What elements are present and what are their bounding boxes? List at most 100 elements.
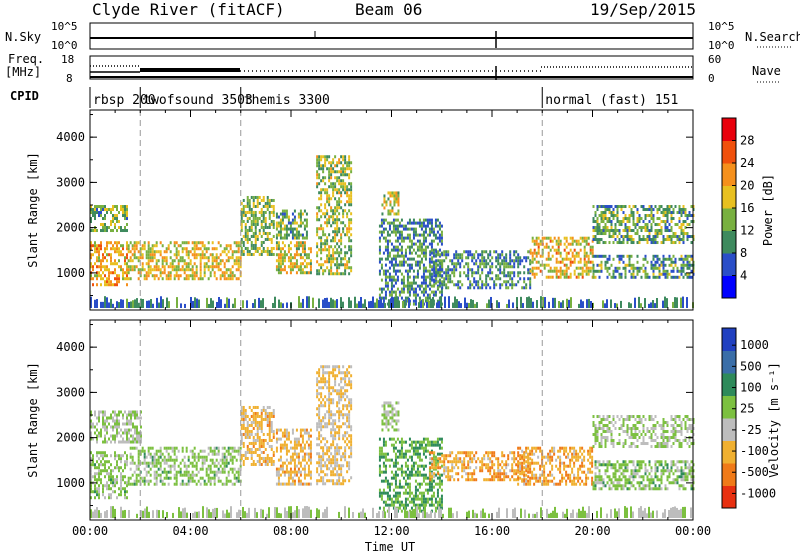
velocity-echo-cell <box>324 416 327 420</box>
power-echo-cell <box>386 254 389 258</box>
power-ground-scatter-cell <box>532 301 534 308</box>
power-ground-scatter-cell <box>112 303 114 308</box>
power-echo-cell <box>199 256 202 260</box>
power-echo-cell <box>614 269 617 273</box>
velocity-echo-cell <box>102 454 104 458</box>
velocity-echo-cell <box>287 482 290 486</box>
velocity-echo-cell <box>285 482 288 486</box>
power-echo-cell <box>465 274 468 278</box>
power-echo-cell <box>122 271 124 275</box>
velocity-echo-cell <box>201 458 204 462</box>
velocity-echo-cell <box>237 473 240 477</box>
power-echo-cell <box>688 223 691 227</box>
power-echo-cell <box>400 287 403 291</box>
power-echo-cell <box>612 217 615 221</box>
power-echo-cell <box>690 269 693 273</box>
velocity-echo-cell <box>258 456 261 460</box>
power-echo-cell <box>390 230 393 234</box>
power-echo-cell <box>231 277 234 281</box>
power-echo-cell <box>686 260 689 264</box>
velocity-echo-cell <box>295 428 298 432</box>
power-echo-cell <box>648 205 651 209</box>
power-echo-cell <box>233 262 236 266</box>
power-echo-cell <box>165 250 168 254</box>
power-echo-cell <box>266 207 269 211</box>
power-echo-cell <box>183 277 186 281</box>
power-echo-cell <box>634 205 637 209</box>
power-echo-cell <box>509 271 512 275</box>
power-echo-cell <box>404 269 407 273</box>
power-echo-cell <box>340 161 343 165</box>
power-echo-cell <box>122 253 124 257</box>
power-echo-cell <box>628 229 631 233</box>
power-echo-cell <box>614 266 617 270</box>
velocity-echo-cell <box>211 449 214 453</box>
velocity-echo-cell <box>322 482 325 486</box>
velocity-echo-cell <box>136 434 138 438</box>
power-echo-cell <box>299 209 302 213</box>
power-echo-cell <box>559 260 562 264</box>
power-echo-cell <box>211 247 214 251</box>
velocity-echo-cell <box>283 446 286 450</box>
velocity-echo-cell <box>318 434 321 438</box>
power-echo-cell <box>414 242 417 246</box>
velocity-echo-cell <box>90 451 92 455</box>
power-echo-cell <box>436 218 439 222</box>
power-echo-cell <box>299 215 302 219</box>
velocity-echo-cell <box>136 410 138 414</box>
power-echo-cell <box>394 293 397 297</box>
power-echo-cell <box>400 272 403 276</box>
power-echo-cell <box>336 257 339 261</box>
power-echo-cell <box>606 266 609 270</box>
velocity-echo-cell <box>289 470 292 474</box>
power-echo-cell <box>406 257 409 261</box>
power-echo-cell <box>618 260 621 264</box>
velocity-echo-cell <box>346 368 349 372</box>
velocity-echo-cell <box>102 416 104 420</box>
power-echo-cell <box>266 231 269 235</box>
power-echo-cell <box>422 278 425 282</box>
power-echo-cell <box>326 167 329 171</box>
power-echo-cell <box>515 256 518 260</box>
power-echo-cell <box>626 263 629 267</box>
velocity-echo-cell <box>318 410 321 414</box>
velocity-echo-cell <box>322 398 325 402</box>
power-echo-cell <box>350 269 353 273</box>
power-echo-cell <box>120 226 122 230</box>
velocity-echo-cell <box>256 411 259 415</box>
power-echo-cell <box>344 251 347 255</box>
power-echo-cell <box>424 224 427 228</box>
power-echo-cell <box>545 245 548 249</box>
power-echo-cell <box>549 257 552 261</box>
power-echo-cell <box>348 155 351 159</box>
velocity-echo-cell <box>110 496 112 500</box>
velocity-echo-cell <box>322 455 325 459</box>
power-echo-cell <box>644 269 647 273</box>
velocity-echo-cell <box>326 371 329 375</box>
power-echo-cell <box>644 275 647 279</box>
velocity-echo-cell <box>305 428 308 432</box>
power-echo-cell <box>291 233 294 237</box>
power-echo-cell <box>467 256 470 260</box>
power-echo-cell <box>301 262 304 266</box>
power-echo-cell <box>301 233 304 237</box>
power-echo-cell <box>268 216 271 220</box>
power-echo-cell <box>112 229 114 233</box>
power-echo-cell <box>145 256 148 260</box>
velocity-echo-cell <box>250 447 253 451</box>
velocity-echo-cell <box>108 437 110 441</box>
power-echo-cell <box>307 256 310 260</box>
velocity-echo-cell <box>326 446 329 450</box>
velocity-echo-cell <box>293 473 296 477</box>
velocity-echo-cell <box>110 416 112 420</box>
velocity-echo-cell <box>240 408 243 412</box>
power-echo-cell <box>307 253 310 257</box>
power-echo-cell <box>338 212 341 216</box>
power-echo-cell <box>596 232 599 236</box>
power-echo-cell <box>463 271 466 275</box>
power-echo-cell <box>108 283 110 287</box>
power-echo-cell <box>664 220 667 224</box>
velocity-echo-cell <box>318 386 321 390</box>
power-echo-cell <box>610 235 613 239</box>
power-echo-cell <box>537 251 540 255</box>
